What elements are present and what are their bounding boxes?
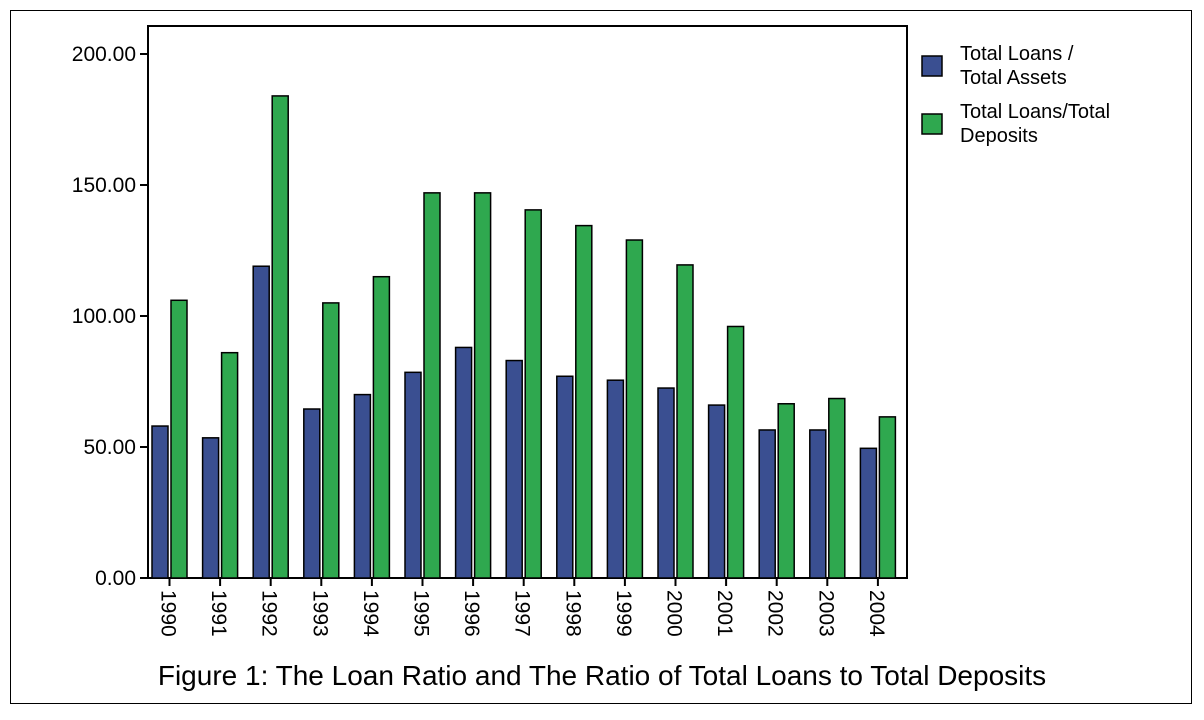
figure-frame xyxy=(10,10,1192,704)
x-tick-label: 2002 xyxy=(764,590,787,637)
bar-loans-deposits xyxy=(676,264,694,579)
x-tick-label: 1990 xyxy=(157,590,180,637)
bar-loans-assets xyxy=(505,359,523,579)
bar-loans-assets xyxy=(151,425,169,579)
bar-loans-assets xyxy=(606,379,625,579)
bar-loans-assets xyxy=(657,387,675,579)
y-tick-label: 100.00 xyxy=(72,305,136,328)
x-tick-label: 1994 xyxy=(359,590,382,637)
bar-loans-deposits xyxy=(170,299,188,579)
bar-loans-deposits xyxy=(575,224,593,579)
figure-caption: Figure 1: The Loan Ratio and The Ratio o… xyxy=(157,660,1047,691)
x-tick-label: 1997 xyxy=(511,590,534,637)
bar-loans-deposits xyxy=(220,351,239,579)
bar-loans-deposits xyxy=(322,302,340,579)
legend-label: Total Loans/Total xyxy=(960,101,1110,123)
bar-loans-deposits xyxy=(423,192,441,579)
bar-loans-assets xyxy=(201,437,220,579)
bar-loans-deposits xyxy=(473,192,492,579)
x-tick-label: 1995 xyxy=(410,590,433,637)
bar-loans-deposits xyxy=(271,95,289,579)
bar-loans-assets xyxy=(707,404,726,579)
bar-loans-deposits xyxy=(878,416,897,579)
x-tick-label: 1998 xyxy=(561,590,584,637)
bar-loans-deposits xyxy=(777,403,795,579)
bar-loans-deposits xyxy=(625,239,644,579)
y-tick-label: 150.00 xyxy=(72,174,136,197)
x-tick-label: 1993 xyxy=(308,590,331,637)
bar-loans-assets xyxy=(859,447,878,579)
bar-loans-assets xyxy=(353,393,372,579)
x-tick-label: 2003 xyxy=(814,590,837,637)
x-tick-label: 1996 xyxy=(460,590,483,637)
legend-swatch xyxy=(921,55,943,77)
x-tick-label: 1999 xyxy=(612,590,635,637)
x-tick-label: 1991 xyxy=(207,590,230,637)
bar-loans-deposits xyxy=(828,397,846,579)
bar-loans-assets xyxy=(454,346,473,579)
legend-label: Deposits xyxy=(960,125,1038,147)
x-tick-label: 2000 xyxy=(663,590,686,637)
bar-loans-assets xyxy=(556,375,574,579)
bar-loans-deposits xyxy=(726,325,745,579)
bar-loans-assets xyxy=(303,408,321,579)
y-tick-label: 200.00 xyxy=(72,43,136,66)
x-tick-label: 1992 xyxy=(258,590,281,637)
legend-label: Total Assets xyxy=(960,67,1067,89)
x-tick-label: 2001 xyxy=(713,590,736,637)
bar-loans-deposits xyxy=(524,209,542,579)
y-tick-label: 0.00 xyxy=(95,567,136,590)
bar-loans-deposits xyxy=(372,275,391,579)
bar-loans-assets xyxy=(404,371,422,579)
bar-loans-assets xyxy=(809,429,827,579)
legend-label: Total Loans / xyxy=(960,43,1074,65)
bar-loans-assets xyxy=(758,429,776,579)
y-tick-label: 50.00 xyxy=(83,436,136,459)
x-tick-label: 2004 xyxy=(865,590,888,637)
legend-swatch xyxy=(921,113,943,135)
bar-loans-assets xyxy=(252,265,270,579)
